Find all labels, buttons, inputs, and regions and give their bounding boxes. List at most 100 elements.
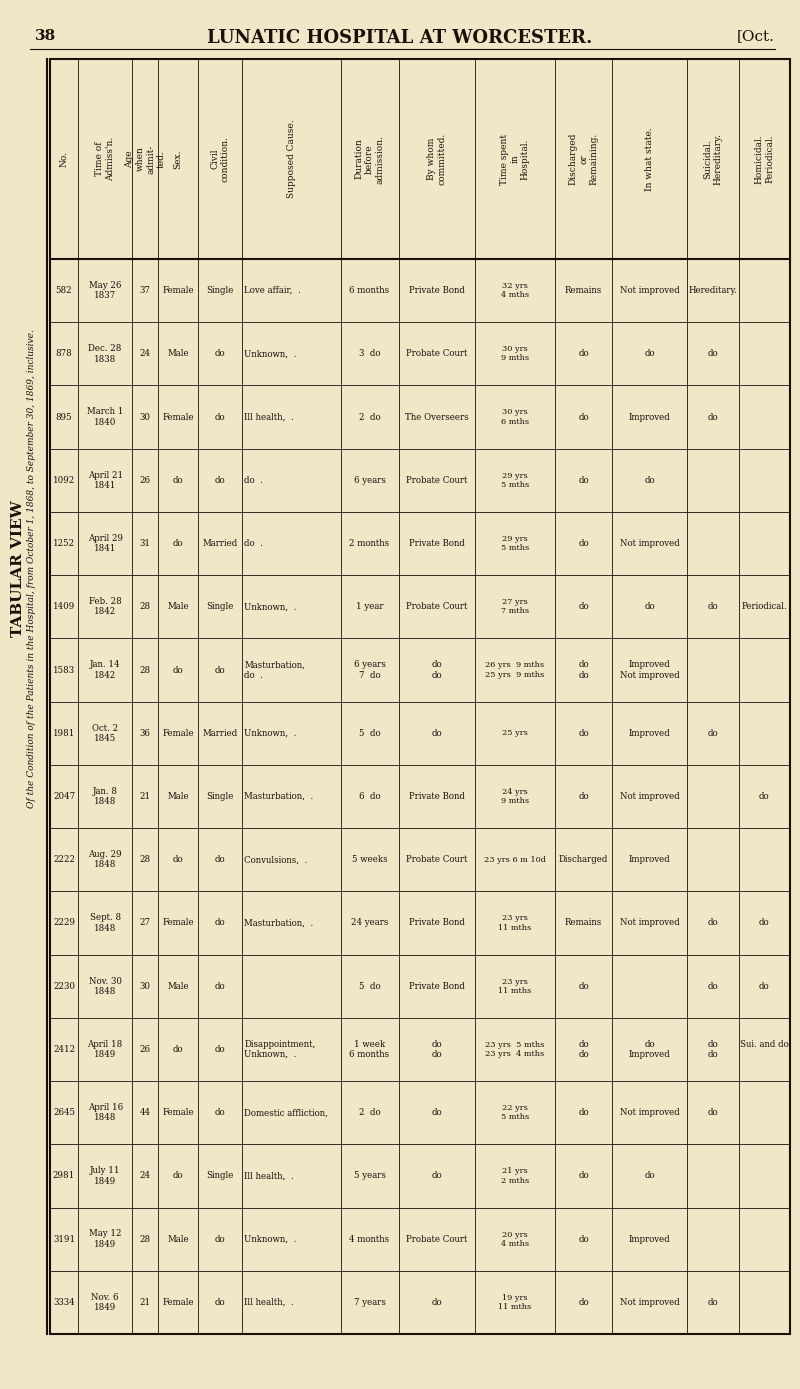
Text: Jan. 8
1848: Jan. 8 1848 <box>93 786 118 806</box>
Text: Single: Single <box>206 1171 234 1181</box>
Text: Time spent
in
Hospital.: Time spent in Hospital. <box>500 133 530 185</box>
Text: Unknown,  .: Unknown, . <box>245 1235 297 1243</box>
Text: do
Improved: do Improved <box>629 1040 670 1060</box>
Text: 3334: 3334 <box>54 1297 75 1307</box>
Text: 28: 28 <box>140 1235 151 1243</box>
Text: 2412: 2412 <box>53 1045 75 1054</box>
Text: do: do <box>708 982 718 990</box>
Text: do
do: do do <box>708 1040 718 1060</box>
Text: Masturbation,  .: Masturbation, . <box>245 918 314 928</box>
Text: do
do: do do <box>431 1040 442 1060</box>
Text: 1583: 1583 <box>53 665 75 675</box>
Text: do  .: do . <box>245 539 263 549</box>
Text: do: do <box>578 350 589 358</box>
Text: do: do <box>759 918 770 928</box>
Text: Ill health,  .: Ill health, . <box>245 1297 294 1307</box>
Text: Private Bond: Private Bond <box>409 918 465 928</box>
Text: Married: Married <box>202 729 238 738</box>
Text: Not improved: Not improved <box>620 1297 680 1307</box>
Text: 2230: 2230 <box>53 982 75 990</box>
Text: do: do <box>708 918 718 928</box>
Text: Supposed Cause.: Supposed Cause. <box>287 119 296 199</box>
Text: Unknown,  .: Unknown, . <box>245 603 297 611</box>
Text: Remains: Remains <box>565 918 602 928</box>
Text: 3  do: 3 do <box>358 350 380 358</box>
Text: 1252: 1252 <box>53 539 75 549</box>
Text: Masturbation,
do  .: Masturbation, do . <box>245 660 306 679</box>
Text: do: do <box>708 603 718 611</box>
Text: do: do <box>214 1108 226 1117</box>
Text: Age
when
admit-
ted.: Age when admit- ted. <box>126 144 166 174</box>
Text: do: do <box>214 476 226 485</box>
Text: May 12
1849: May 12 1849 <box>89 1229 122 1249</box>
Text: Hereditary.: Hereditary. <box>689 286 738 294</box>
Text: Male: Male <box>167 603 189 611</box>
Text: Male: Male <box>167 792 189 801</box>
Text: 28: 28 <box>140 603 151 611</box>
Text: do: do <box>173 1045 183 1054</box>
Text: 6 years
7  do: 6 years 7 do <box>354 660 386 679</box>
Text: 1409: 1409 <box>53 603 75 611</box>
Text: 38: 38 <box>35 29 56 43</box>
Text: July 11
1849: July 11 1849 <box>90 1167 120 1186</box>
Text: Homicidal.
Periodical.: Homicidal. Periodical. <box>754 135 774 183</box>
Text: 21: 21 <box>140 1297 151 1307</box>
Text: do: do <box>431 1297 442 1307</box>
Text: do: do <box>645 603 655 611</box>
Text: 2229: 2229 <box>53 918 75 928</box>
Text: 5 weeks: 5 weeks <box>352 856 387 864</box>
Text: do: do <box>708 1297 718 1307</box>
Text: Unknown,  .: Unknown, . <box>245 729 297 738</box>
Text: Feb. 28
1842: Feb. 28 1842 <box>89 597 122 617</box>
Text: do: do <box>173 665 183 675</box>
Text: 36: 36 <box>140 729 150 738</box>
Text: 2 months: 2 months <box>350 539 390 549</box>
Text: 24 years: 24 years <box>351 918 388 928</box>
Text: Sex.: Sex. <box>174 149 182 168</box>
Text: Sept. 8
1848: Sept. 8 1848 <box>90 914 121 932</box>
Text: Remains: Remains <box>565 286 602 294</box>
Text: Single: Single <box>206 603 234 611</box>
Text: Ill health,  .: Ill health, . <box>245 413 294 422</box>
Text: 27 yrs
7 mths: 27 yrs 7 mths <box>501 599 529 615</box>
Text: do: do <box>214 665 226 675</box>
Text: Masturbation,  .: Masturbation, . <box>245 792 314 801</box>
Text: 21: 21 <box>140 792 151 801</box>
Text: Female: Female <box>162 918 194 928</box>
Text: Civil
condition.: Civil condition. <box>210 136 230 182</box>
Text: April 29
1841: April 29 1841 <box>88 533 122 553</box>
Text: Discharged
or
Remaining.: Discharged or Remaining. <box>569 133 598 185</box>
Text: do: do <box>578 603 589 611</box>
Text: 44: 44 <box>140 1108 151 1117</box>
Text: Dec. 28
1838: Dec. 28 1838 <box>89 344 122 364</box>
Text: do: do <box>759 982 770 990</box>
Text: do: do <box>578 982 589 990</box>
Text: Duration
before
admission.: Duration before admission. <box>354 135 385 183</box>
Text: 6 years: 6 years <box>354 476 386 485</box>
Text: 23 yrs 6 m 10d: 23 yrs 6 m 10d <box>484 856 546 864</box>
Text: Discharged: Discharged <box>559 856 608 864</box>
Text: Nov. 30
1848: Nov. 30 1848 <box>89 976 122 996</box>
Text: Probate Court: Probate Court <box>406 476 467 485</box>
Text: 1981: 1981 <box>53 729 75 738</box>
Text: 31: 31 <box>140 539 151 549</box>
Text: Unknown,  .: Unknown, . <box>245 350 297 358</box>
Text: do: do <box>708 729 718 738</box>
Text: Of the Condition of the Patients in the Hospital, from October 1, 1868, to Septe: Of the Condition of the Patients in the … <box>27 329 37 808</box>
Text: Time of
Admiss'n.: Time of Admiss'n. <box>95 138 115 181</box>
Text: Improved: Improved <box>629 413 670 422</box>
Text: do: do <box>173 539 183 549</box>
Text: 6  do: 6 do <box>358 792 380 801</box>
Text: do
do: do do <box>578 660 589 679</box>
Text: Private Bond: Private Bond <box>409 539 465 549</box>
Text: 26: 26 <box>140 476 151 485</box>
Text: 1092: 1092 <box>53 476 75 485</box>
Text: 2981: 2981 <box>53 1171 75 1181</box>
Text: April 16
1848: April 16 1848 <box>87 1103 122 1122</box>
Text: Not improved: Not improved <box>620 792 680 801</box>
Text: 22 yrs
5 mths: 22 yrs 5 mths <box>501 1104 529 1121</box>
Text: Probate Court: Probate Court <box>406 1235 467 1243</box>
Text: 5 years: 5 years <box>354 1171 386 1181</box>
Text: TABULAR VIEW: TABULAR VIEW <box>11 500 25 638</box>
Text: In what state.: In what state. <box>646 128 654 190</box>
